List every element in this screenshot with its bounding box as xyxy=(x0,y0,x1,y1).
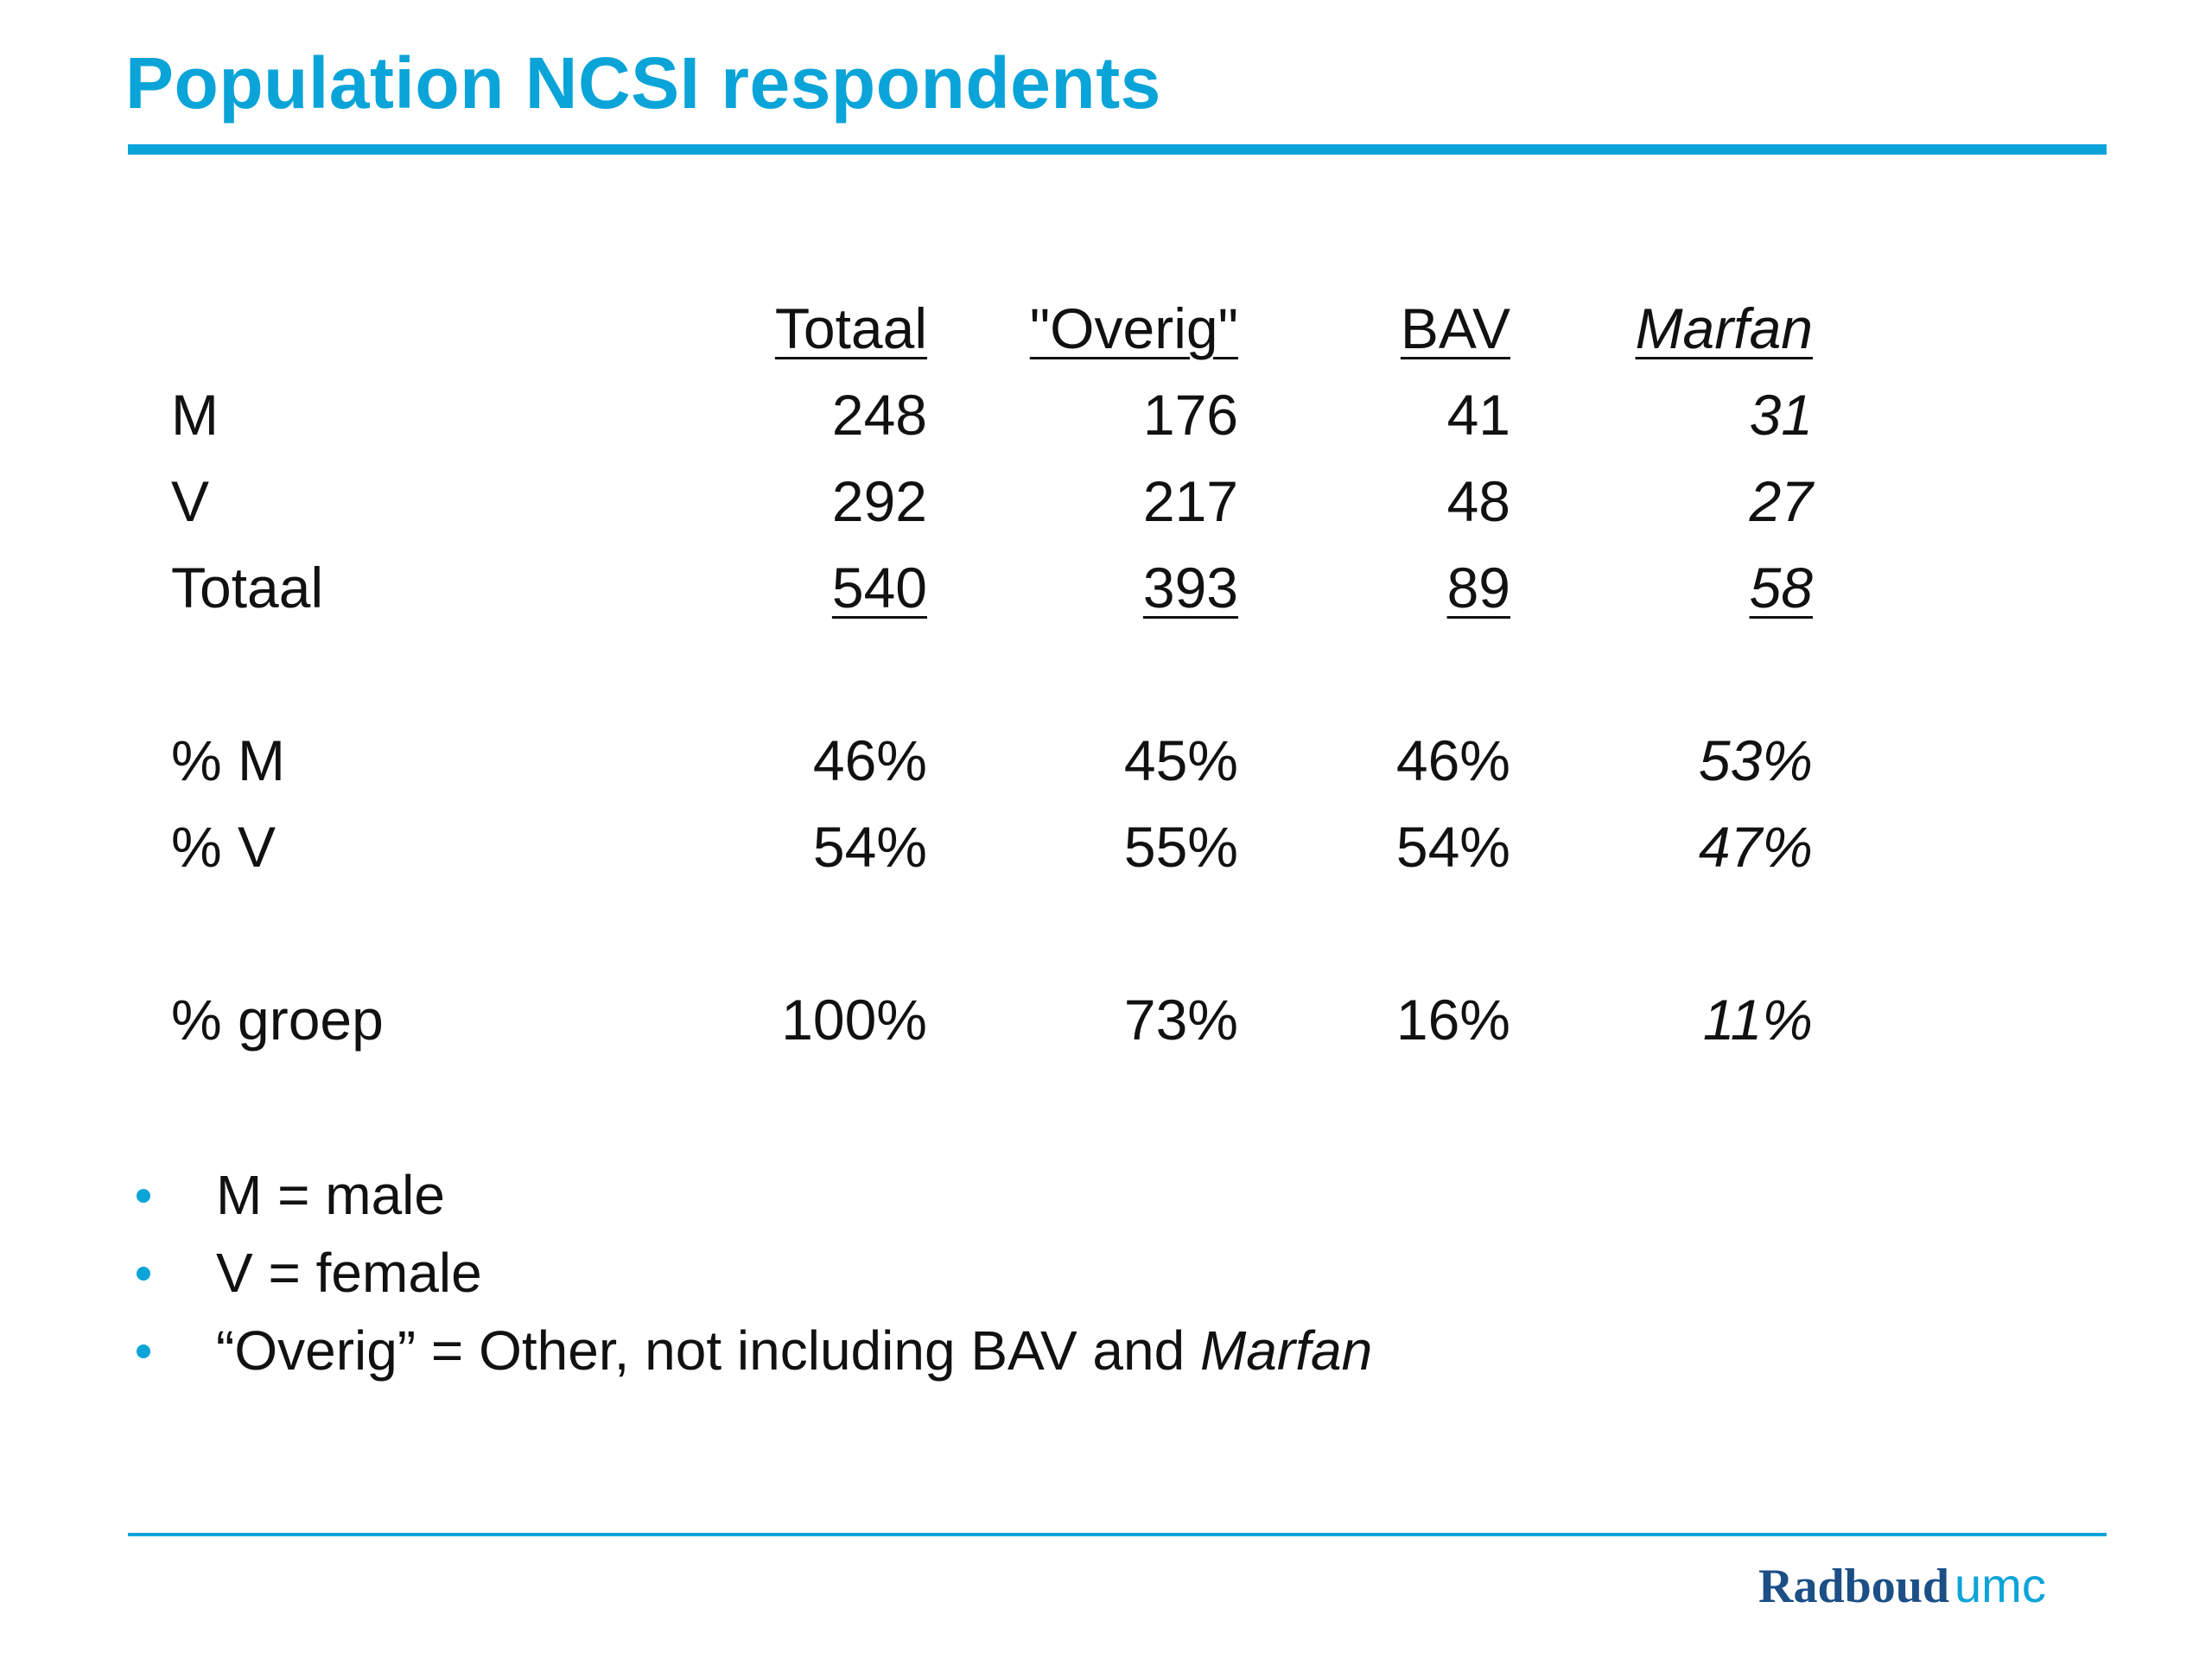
table-row: M 248 176 41 31 xyxy=(171,372,1813,458)
table-cell: 47% xyxy=(1698,815,1813,879)
table-cell: 46% xyxy=(1395,728,1510,792)
table-cell: 31 xyxy=(1749,383,1813,447)
table-spacer-row xyxy=(171,631,1813,717)
bullet-text: V = female xyxy=(216,1242,482,1304)
table-cell: 248 xyxy=(831,383,927,447)
table-spacer-row xyxy=(171,890,1813,976)
table-cell: 11% xyxy=(1702,988,1813,1052)
logo-main-text: Radboud xyxy=(1758,1560,1950,1613)
list-item: M = male xyxy=(137,1156,1372,1234)
row-label: % M xyxy=(171,728,285,792)
table-cell: 53% xyxy=(1698,728,1813,792)
bullet-icon xyxy=(137,1189,150,1203)
list-item: V = female xyxy=(137,1234,1372,1312)
header-bav: BAV xyxy=(1400,296,1510,360)
spacer-cell xyxy=(171,631,1813,717)
logo-sub-text: umc xyxy=(1955,1558,2046,1612)
table-row: V 292 217 48 27 xyxy=(171,458,1813,544)
table-cell: 54% xyxy=(812,815,927,879)
bullet-icon xyxy=(137,1267,150,1281)
table-cell: 73% xyxy=(1123,988,1238,1052)
table-cell: 58 xyxy=(1510,544,1813,631)
table-cell: 45% xyxy=(1123,728,1238,792)
slide-title: Population NCSI respondents xyxy=(125,42,1161,124)
table-cell: 55% xyxy=(1123,815,1238,879)
table-cell: 217 xyxy=(1142,469,1238,533)
header-marfan: Marfan xyxy=(1635,296,1813,360)
legend-bullet-list: M = male V = female “Overig” = Other, no… xyxy=(137,1156,1372,1389)
bullet-italic-text: Marfan xyxy=(1199,1319,1373,1382)
bullet-icon xyxy=(137,1344,150,1358)
spacer-cell xyxy=(171,890,1813,976)
header-totaal: Totaal xyxy=(774,296,927,360)
total-value: 89 xyxy=(1446,556,1510,620)
population-table: Totaal "Overig" BAV Marfan M 248 176 41 … xyxy=(171,285,1813,1063)
table-row: % M 46% 45% 46% 53% xyxy=(171,717,1813,804)
list-item: “Overig” = Other, not including BAV and … xyxy=(137,1312,1372,1389)
row-label: M xyxy=(171,383,219,447)
table-cell: 89 xyxy=(1238,544,1510,631)
table-cell: 46% xyxy=(812,728,927,792)
table-cell: 292 xyxy=(831,469,927,533)
header-cell: "Overig" xyxy=(927,285,1238,372)
header-cell: Marfan xyxy=(1510,285,1813,372)
table-row: % V 54% 55% 54% 47% xyxy=(171,804,1813,890)
footer-divider xyxy=(128,1533,2107,1536)
table-cell: 27 xyxy=(1749,469,1813,533)
table-cell: 540 xyxy=(633,544,927,631)
bullet-text: M = male xyxy=(216,1164,445,1226)
radboudumc-logo: Radboud umc xyxy=(1758,1557,2046,1614)
bullet-text: “Overig” = Other, not including BAV and xyxy=(216,1319,1200,1382)
row-label: % groep xyxy=(171,988,384,1052)
total-value: 540 xyxy=(831,556,927,620)
header-empty-cell xyxy=(171,285,633,372)
header-overig: "Overig" xyxy=(1029,296,1238,360)
table-cell: 41 xyxy=(1446,383,1510,447)
table-header-row: Totaal "Overig" BAV Marfan xyxy=(171,285,1813,372)
title-underline xyxy=(128,144,2107,155)
table-cell: 16% xyxy=(1395,988,1510,1052)
table-cell: 176 xyxy=(1142,383,1238,447)
table-row: Totaal 540 393 89 58 xyxy=(171,544,1813,631)
table-cell: 54% xyxy=(1395,815,1510,879)
row-label: % V xyxy=(171,815,276,879)
table-cell: 48 xyxy=(1446,469,1510,533)
table-cell: 100% xyxy=(781,988,927,1052)
total-value: 393 xyxy=(1142,556,1238,620)
table-row: % groep 100% 73% 16% 11% xyxy=(171,976,1813,1063)
table-cell: 393 xyxy=(927,544,1238,631)
header-cell: BAV xyxy=(1238,285,1510,372)
total-value: 58 xyxy=(1749,556,1813,620)
row-label: V xyxy=(171,469,210,533)
header-cell: Totaal xyxy=(633,285,927,372)
row-label: Totaal xyxy=(171,556,324,620)
